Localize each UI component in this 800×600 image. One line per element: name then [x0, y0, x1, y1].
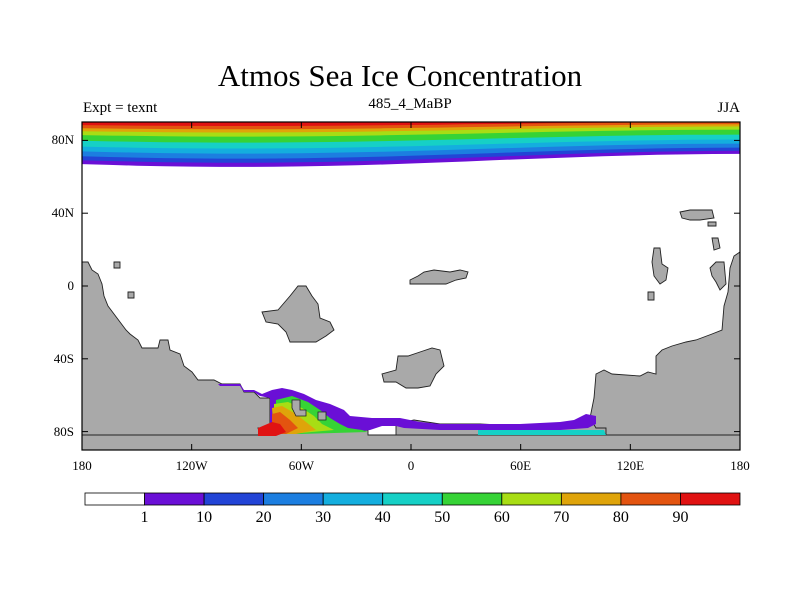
y-tick-label: 80N [51, 132, 74, 148]
colorbar-label: 60 [493, 509, 510, 526]
colorbar-label: 30 [315, 509, 332, 526]
y-tick-label: 80S [53, 423, 74, 439]
ice-level-5 [478, 430, 606, 435]
colorbar-label: 1 [140, 509, 149, 526]
land-island-pacific-b [127, 291, 135, 299]
tick-marks [81, 122, 741, 450]
land-island-pacific-a [113, 261, 121, 269]
y-tick-label: 40S [53, 350, 74, 366]
x-tick-label: 120W [175, 458, 208, 473]
ice-grey-inlet-b [317, 411, 327, 421]
y-tick-label: 40N [51, 205, 74, 221]
land-island-south-america-n [261, 285, 335, 343]
x-tick-label: 180 [72, 458, 92, 473]
land-island-africa-n [409, 269, 469, 285]
colorbar-label: 50 [434, 509, 451, 526]
colorbar-box [203, 492, 265, 506]
colorbar-label: 40 [374, 509, 391, 526]
colorbar-label: 90 [672, 509, 689, 526]
colorbar-label: 80 [612, 509, 629, 526]
x-tick-label: 0 [407, 458, 415, 473]
colorbar-box [144, 492, 205, 506]
land-island-asia-e [707, 221, 717, 227]
land-island-south [381, 347, 445, 389]
experiment-label: Expt = texnt [83, 100, 158, 116]
colorbar-label: 70 [553, 509, 570, 526]
land-australia-region [709, 261, 727, 291]
colorbar-box [680, 492, 741, 506]
colorbar-box [560, 492, 622, 506]
map-subtitle: 485_4_MaBP [368, 96, 452, 112]
land-island-asia-d [647, 291, 655, 301]
x-tick-label: 120E [616, 458, 645, 473]
season-label: JJA [717, 100, 740, 116]
colorbar-box [263, 492, 324, 506]
ice-grey-inlet-a [291, 399, 307, 417]
colorbar-box [441, 492, 503, 506]
y-tick-label: 0 [67, 278, 75, 293]
colorbar-box [501, 492, 562, 506]
antarctic-ice [218, 384, 606, 436]
colorbar-box [84, 492, 145, 506]
land-island-asia-c [711, 237, 721, 251]
colorbar-box [322, 492, 384, 506]
x-tick-label: 60W [288, 458, 314, 473]
land-island-asia-b [651, 247, 669, 285]
ice-level-10 [258, 422, 286, 436]
colorbar-label: 20 [255, 509, 272, 526]
x-tick-label: 180 [730, 458, 750, 473]
colorbar [84, 492, 741, 506]
map-title: Atmos Sea Ice Concentration [217, 58, 583, 93]
colorbar-box [382, 492, 443, 506]
land-island-asia-a [679, 209, 715, 221]
colorbar-label: 10 [196, 509, 213, 526]
colorbar-box [620, 492, 681, 506]
x-tick-label: 60E [510, 458, 532, 473]
